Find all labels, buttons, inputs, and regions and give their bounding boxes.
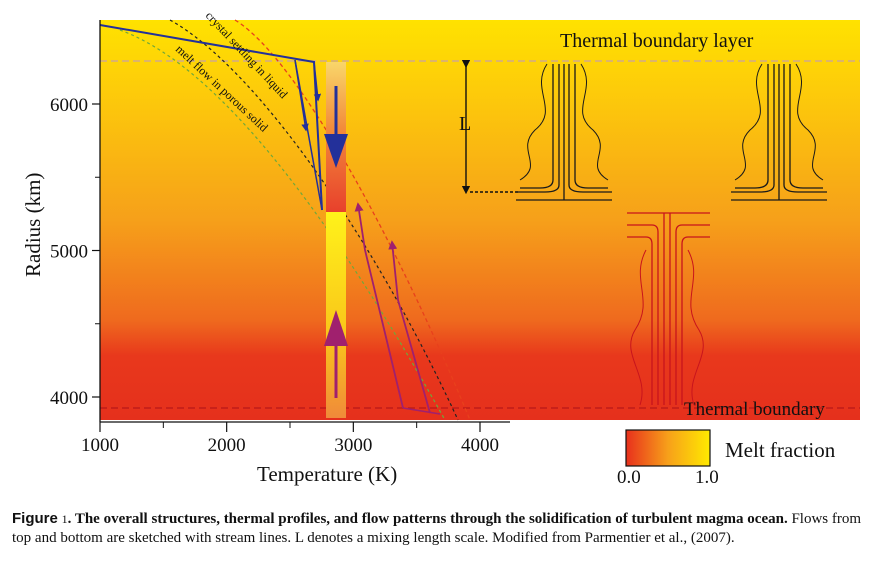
blue-down-arrow-head — [324, 134, 348, 168]
x-tick-label: 4000 — [461, 435, 499, 456]
blue-profile-arrow — [313, 61, 322, 102]
dashed-green-curve — [119, 29, 446, 421]
caption-bold-text: . The overall structures, thermal profil… — [67, 511, 788, 527]
purple-thermal-profile-2 — [388, 240, 431, 414]
purple-up-arrow-head — [324, 310, 348, 346]
colorbar-min-label: 0.0 — [617, 467, 641, 488]
melt-fraction-colorbar — [625, 429, 711, 467]
plot-background — [100, 20, 860, 420]
dashed-black-curve — [169, 19, 459, 421]
colorbar-max-label: 1.0 — [695, 467, 719, 488]
blue-profile-lower — [294, 59, 323, 211]
y-tick-label: 5000 — [50, 242, 88, 263]
y-tick-label: 6000 — [50, 95, 88, 116]
colorbar-title: Melt fraction — [725, 438, 836, 462]
bottom-boundary-label: Thermal boundary — [684, 399, 825, 420]
red-plume — [627, 212, 710, 406]
purple-base — [402, 407, 441, 415]
x-ticks: 1000 2000 3000 4000 — [81, 422, 499, 456]
y-axis-label: Radius (km) — [21, 173, 45, 277]
x-axis-label: Temperature (K) — [257, 462, 397, 486]
caption-normal-text: Flows from top and bottom are sketched w… — [12, 511, 862, 546]
mixing-length-label: L — [459, 113, 471, 135]
black-plume-left — [516, 63, 612, 201]
black-plume-right — [731, 63, 827, 201]
caption-figure-word: Figure — [12, 510, 58, 527]
y-tick-label: 4000 — [50, 388, 88, 409]
purple-thermal-profile-1 — [354, 202, 404, 409]
magma-ocean-figure: crystal settling in liquid melt flow in … — [21, 8, 860, 488]
top-boundary-label: Thermal boundary layer — [560, 30, 754, 52]
x-tick-label: 3000 — [334, 435, 372, 456]
figure-caption: Figure 1. The overall structures, therma… — [12, 509, 862, 548]
y-ticks: 6000 5000 4000 — [50, 95, 100, 409]
x-tick-label: 2000 — [208, 435, 246, 456]
x-tick-label: 1000 — [81, 435, 119, 456]
dashed-red-curve — [234, 19, 471, 421]
caption-figure-number: 1 — [61, 512, 68, 526]
